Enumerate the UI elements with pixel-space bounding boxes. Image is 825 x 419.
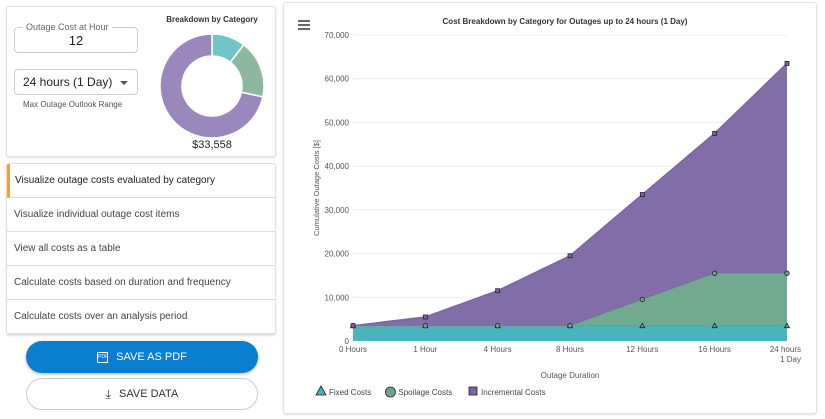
menu-item-label: Calculate costs over an analysis period [14,311,188,322]
x-tick-label: 8 Hours [556,345,584,354]
donut-slice [159,33,264,139]
menu-item-label: View all costs as a table [14,243,121,254]
range-value: 24 hours (1 Day) [23,75,113,89]
data-point [422,314,428,320]
menu-item-label: Visualize individual outage cost items [14,209,180,220]
area-incremental-costs [353,63,787,326]
area-fixed-costs [353,325,787,341]
legend-item[interactable]: Incremental Costs [468,386,545,397]
data-point [567,323,573,329]
pdf-icon: PDF [97,351,109,363]
save-pdf-label: SAVE AS PDF [116,351,187,363]
data-point [639,296,645,303]
legend-label: Spoilage Costs [398,388,452,397]
data-point [495,323,501,329]
circle-icon [384,386,396,398]
hamburger-menu-icon[interactable] [298,20,310,30]
range-helper: Max Outage Outlook Range [23,100,123,109]
data-point [712,270,718,276]
chevron-down-icon [120,81,128,85]
x-tick-label: 12 Hours [626,345,658,354]
y-tick-label: 70,000 [325,31,350,40]
menu-item-label: Calculate costs based on duration and fr… [14,277,231,288]
legend-item[interactable]: Spoilage Costs [384,386,452,398]
data-point [495,288,501,294]
y-tick-label: 40,000 [325,162,350,171]
menu-item[interactable]: Calculate costs based on duration and fr… [7,266,275,300]
x-tick-label: 1 Day [780,355,801,364]
outage-cost-label: Outage Cost at Hour [23,22,112,32]
y-axis-label: Cumulative Outage Costs [$] [312,140,321,236]
legend-label: Incremental Costs [481,388,545,397]
y-tick-label: 20,000 [325,250,350,259]
outage-cost-input[interactable]: Outage Cost at Hour 12 [14,22,138,53]
legend-label: Fixed Costs [329,388,371,397]
outage-cost-value: 12 [68,33,84,48]
y-tick-label: 50,000 [325,118,350,127]
y-tick-label: 10,000 [325,293,350,302]
x-tick-label: 4 Hours [484,345,512,354]
x-tick-label: 16 Hours [698,345,730,354]
data-point [712,130,718,136]
triangle-icon [315,385,327,396]
controls-card: Outage Cost at Hour 12 24 hours (1 Day) … [6,6,276,157]
download-icon: ⤓ [105,386,111,401]
data-point [711,322,718,329]
square-icon [468,386,478,396]
x-tick-label: 24 hours [770,345,801,354]
menu-item[interactable]: Visualize individual outage cost items [7,198,275,232]
data-point [783,322,791,329]
data-point [639,192,645,197]
x-axis-label: Outage Duration [541,371,600,380]
data-point [350,323,356,329]
save-data-label: SAVE DATA [119,388,179,400]
menu-item[interactable]: View all costs as a table [7,232,275,266]
menu-item-label: Visualize outage costs evaluated by cate… [15,175,215,186]
donut-total: $33,558 [192,139,232,151]
x-tick-label: 0 Hours [339,345,367,354]
save-pdf-button[interactable]: PDF SAVE AS PDF [26,341,258,373]
data-point [784,61,790,66]
data-point [784,270,790,276]
menu-item[interactable]: Calculate costs over an analysis period [7,300,275,334]
range-select[interactable]: 24 hours (1 Day) [14,69,138,95]
chart-title: Cost Breakdown by Category for Outages u… [443,17,688,26]
data-point [639,322,646,329]
donut-title: Breakdown by Category [166,15,258,24]
y-tick-label: 30,000 [325,206,350,215]
y-tick-label: 60,000 [325,75,350,84]
data-point [422,323,428,329]
view-menu: Visualize outage costs evaluated by cate… [6,163,276,335]
donut-chart [159,33,265,139]
data-point [567,253,573,259]
legend-item[interactable]: Fixed Costs [315,385,371,397]
y-tick-label: 0 [345,337,350,346]
save-data-button[interactable]: ⤓ SAVE DATA [26,378,258,410]
menu-item[interactable]: Visualize outage costs evaluated by cate… [7,164,275,198]
x-tick-label: 1 Hour [413,345,437,354]
